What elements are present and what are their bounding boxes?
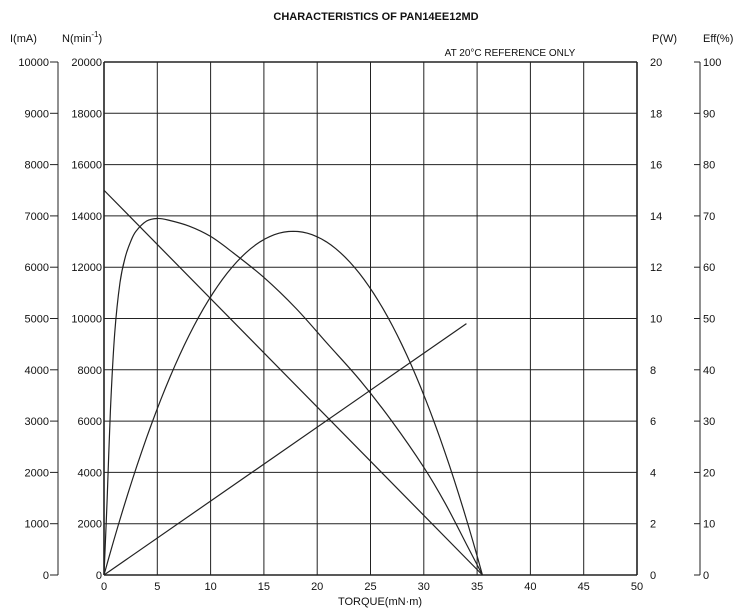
current-axis-label: I(mA): [10, 33, 37, 45]
current-tick-label: 9000: [25, 108, 49, 120]
speed-axis-label-exp: -1: [91, 30, 99, 39]
x-tick-label: 0: [101, 581, 107, 593]
curves: [103, 189, 484, 576]
current-tick-label: 3000: [25, 416, 49, 428]
power-tick-label: 20: [650, 57, 662, 69]
power-tick-label: 12: [650, 262, 662, 274]
current-curve: [103, 323, 467, 576]
speed-tick-label: 20000: [71, 57, 102, 69]
x-tick-label: 50: [631, 581, 643, 593]
x-tick-label: 35: [471, 581, 483, 593]
efficiency-curve: [103, 217, 483, 576]
power-tick-label: 10: [650, 314, 662, 326]
speed-tick-label: 0: [96, 570, 102, 582]
efficiency-tick-label: 100: [703, 57, 721, 69]
speed-axis-label: N(min-1): [62, 30, 102, 45]
power-tick-label: 0: [650, 570, 656, 582]
speed-axis-label-base: N(min: [62, 33, 91, 45]
current-tick-label: 0: [43, 570, 49, 582]
speed-curve: [103, 189, 483, 576]
efficiency-tick-label: 30: [703, 416, 715, 428]
efficiency-tick-label: 20: [703, 467, 715, 479]
power-tick-label: 18: [650, 108, 662, 120]
chart-title: CHARACTERISTICS OF PAN14EE12MD: [273, 11, 478, 23]
x-tick-label: 5: [154, 581, 160, 593]
x-tick-label: 20: [311, 581, 323, 593]
x-tick-label: 40: [524, 581, 536, 593]
x-axis-label: TORQUE(mN·m): [338, 596, 422, 608]
current-tick-label: 5000: [25, 314, 49, 326]
efficiency-tick-label: 60: [703, 262, 715, 274]
current-tick-label: 10000: [18, 57, 49, 69]
chart-note: AT 20°C REFERENCE ONLY: [445, 48, 576, 59]
power-curve: [103, 230, 484, 576]
speed-tick-label: 4000: [78, 467, 102, 479]
speed-tick-label: 16000: [71, 160, 102, 172]
x-tick-label: 25: [364, 581, 376, 593]
current-tick-label: 8000: [25, 160, 49, 172]
power-tick-label: 6: [650, 416, 656, 428]
grid: [50, 61, 701, 576]
current-tick-label: 4000: [25, 365, 49, 377]
speed-tick-label: 8000: [78, 365, 102, 377]
efficiency-tick-label: 50: [703, 314, 715, 326]
power-tick-label: 8: [650, 365, 656, 377]
power-tick-label: 16: [650, 160, 662, 172]
efficiency-tick-label: 40: [703, 365, 715, 377]
x-tick-label: 10: [204, 581, 216, 593]
efficiency-tick-label: 90: [703, 108, 715, 120]
efficiency-tick-label: 70: [703, 211, 715, 223]
x-tick-label: 45: [578, 581, 590, 593]
x-tick-label: 30: [418, 581, 430, 593]
speed-tick-label: 14000: [71, 211, 102, 223]
current-tick-label: 1000: [25, 519, 49, 531]
speed-tick-label: 6000: [78, 416, 102, 428]
efficiency-tick-label: 80: [703, 160, 715, 172]
current-tick-label: 2000: [25, 467, 49, 479]
speed-tick-label: 10000: [71, 314, 102, 326]
power-tick-label: 14: [650, 211, 662, 223]
speed-tick-label: 2000: [78, 519, 102, 531]
power-axis-label: P(W): [652, 33, 677, 45]
power-tick-label: 2: [650, 519, 656, 531]
current-tick-label: 6000: [25, 262, 49, 274]
current-tick-label: 7000: [25, 211, 49, 223]
efficiency-tick-label: 0: [703, 570, 709, 582]
efficiency-tick-label: 10: [703, 519, 715, 531]
speed-tick-label: 12000: [71, 262, 102, 274]
speed-tick-label: 18000: [71, 108, 102, 120]
x-tick-label: 15: [258, 581, 270, 593]
power-tick-label: 4: [650, 467, 656, 479]
speed-axis-label-close: ): [98, 33, 102, 45]
efficiency-axis-label: Eff(%): [703, 33, 733, 45]
